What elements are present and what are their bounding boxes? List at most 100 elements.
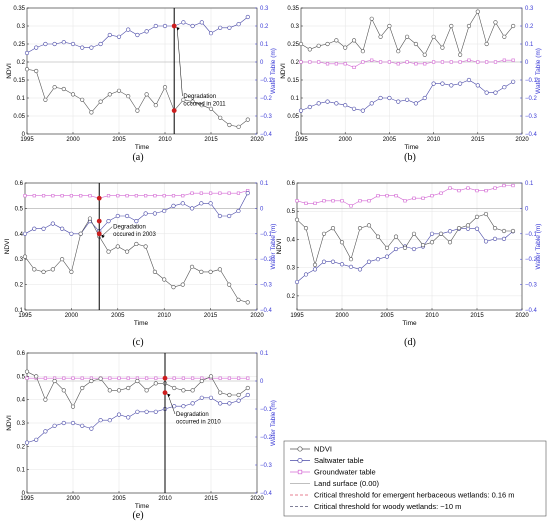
ndvi-series: [298, 9, 516, 57]
saltwater-point: [348, 264, 354, 269]
legend-label: Land surface (0.00): [314, 479, 380, 488]
ndvi-point: [144, 92, 149, 97]
groundwater-point: [448, 186, 452, 190]
saltwater-point: [217, 213, 222, 219]
y-tick-label: 0: [22, 132, 26, 138]
panel-e: 1995 2000 2005 2010 2015 2020 0 0.1 0.2 0.3 0.4 0.5…: [6, 351, 277, 521]
ndvi-point: [208, 106, 214, 111]
y-tick-label: 0.05: [13, 114, 25, 120]
saltwater-point: [52, 423, 57, 428]
y-tick-label: 0.2: [287, 294, 296, 300]
groundwater-series: [295, 183, 515, 208]
x-tick-label: 2000: [335, 313, 349, 319]
groundwater-point: [25, 376, 29, 380]
y2-tick-label: −0.4: [260, 308, 273, 314]
legend-entry: Critical threshold for emergent herbaceo…: [290, 491, 515, 500]
y2-tick-label: −0.2: [260, 435, 273, 441]
x-tick-label: 2005: [112, 496, 126, 502]
saltwater-point: [32, 226, 37, 231]
x-tick-label: 2010: [158, 313, 172, 319]
ndvi-point: [431, 34, 436, 39]
saltwater-point: [107, 32, 112, 38]
x-tick-label: 2000: [66, 496, 80, 502]
ndvi-point: [375, 234, 381, 239]
x-tick-label: 2000: [66, 137, 80, 143]
saltwater-point: [429, 231, 435, 236]
y2-tick-label: −0.4: [260, 132, 273, 138]
groundwater-point: [475, 189, 479, 193]
x-tick-label: 2015: [471, 137, 485, 143]
y2-tick-label: 0.3: [260, 6, 269, 12]
groundwater-point: [431, 60, 436, 64]
x-tick-label: 2015: [204, 313, 218, 319]
y-tick-label: 0: [296, 132, 300, 138]
ndvi-point: [107, 92, 112, 97]
x-axis-label: Time: [135, 503, 150, 510]
groundwater-point: [367, 199, 371, 203]
y-tick-label: 0.6: [17, 351, 26, 357]
saltwater-point: [126, 415, 131, 420]
saltwater-point: [236, 208, 241, 214]
ndvi-point: [245, 117, 250, 122]
groundwater-point: [322, 199, 326, 203]
ndvi-point: [402, 245, 408, 251]
groundwater-point: [370, 58, 374, 62]
saltwater-point: [360, 108, 365, 113]
y2-tick-label: −0.4: [525, 132, 538, 138]
ndvi-point: [438, 231, 444, 236]
saltwater-point: [474, 226, 480, 231]
ndvi-series: [22, 216, 250, 305]
saltwater-point: [227, 25, 232, 30]
groundwater-series: [299, 58, 515, 69]
y2-tick-label: −0.2: [525, 257, 538, 263]
y-tick-label: 0.1: [17, 96, 26, 102]
degradation-marker: [162, 375, 168, 381]
ndvi-point: [43, 97, 48, 102]
groundwater-point: [145, 376, 149, 380]
saltwater-point: [384, 254, 390, 259]
groundwater-point: [171, 194, 176, 198]
ndvi-point: [294, 217, 300, 222]
ndvi-point: [475, 9, 480, 14]
ndvi-point: [60, 257, 65, 262]
y-tick-label: 0.2: [17, 60, 26, 66]
saltwater-point: [24, 50, 30, 56]
y2-tick-label: −0.3: [260, 463, 273, 469]
y2-tick-label: −0.2: [525, 96, 538, 102]
groundwater-point: [181, 194, 185, 198]
groundwater-point: [144, 194, 148, 198]
ndvi-point: [144, 388, 149, 393]
ndvi-point: [162, 277, 167, 282]
saltwater-point: [152, 211, 158, 216]
ndvi-point: [152, 269, 158, 275]
annotation-text: occured in 2003: [113, 232, 156, 238]
x-tick-label: 2015: [204, 137, 218, 143]
y2-tick-label: −0.3: [525, 283, 538, 289]
saltwater-point: [69, 231, 74, 236]
ndvi-point: [384, 245, 390, 251]
groundwater-point: [126, 376, 130, 380]
saltwater-line: [296, 228, 514, 283]
groundwater-point: [125, 194, 129, 198]
saltwater-point: [357, 267, 363, 272]
x-tick-label: 2020: [515, 313, 529, 319]
ndvi-point: [456, 226, 462, 231]
y2-tick-label: −0.3: [260, 283, 273, 289]
ndvi-point: [466, 23, 472, 29]
saltwater-point: [492, 236, 498, 241]
ndvi-point: [70, 92, 76, 97]
saltwater-point: [43, 429, 48, 434]
saltwater-point: [199, 201, 204, 206]
saltwater-point: [199, 20, 204, 25]
ndvi-series: [294, 211, 516, 267]
saltwater-point: [181, 20, 186, 25]
ndvi-point: [199, 269, 204, 275]
x-axis-label: Time: [402, 320, 417, 327]
ndvi-point: [307, 47, 312, 52]
ndvi-point: [116, 88, 122, 93]
ndvi-point: [420, 242, 426, 248]
ndvi-point: [236, 297, 241, 302]
y-tick-label: 0.15: [13, 78, 25, 84]
ndvi-point: [50, 267, 55, 272]
x-tick-label: 2000: [65, 313, 79, 319]
